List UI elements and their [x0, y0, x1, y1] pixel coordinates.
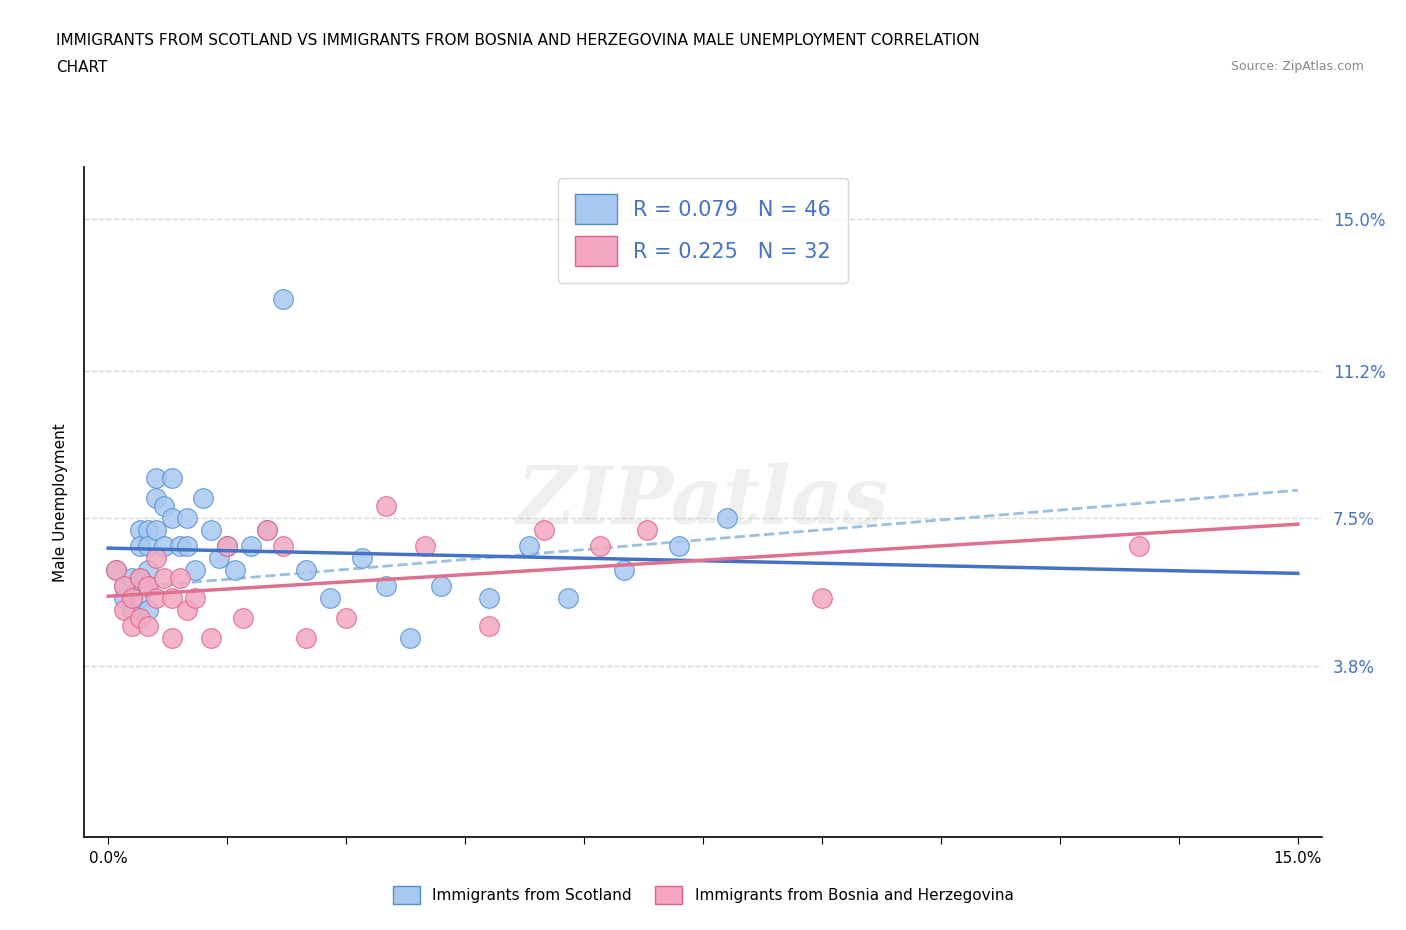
Y-axis label: Male Unemployment: Male Unemployment: [53, 423, 69, 581]
Point: [112, 578, 135, 593]
Point: [145, 591, 167, 605]
Point: [208, 551, 231, 565]
Point: [112, 591, 135, 605]
Point: [271, 538, 294, 553]
Legend: Immigrants from Scotland, Immigrants from Bosnia and Herzegovina: Immigrants from Scotland, Immigrants fro…: [387, 880, 1019, 910]
Point: [335, 610, 357, 625]
Text: IMMIGRANTS FROM SCOTLAND VS IMMIGRANTS FROM BOSNIA AND HERZEGOVINA MALE UNEMPLOY: IMMIGRANTS FROM SCOTLAND VS IMMIGRANTS F…: [56, 33, 980, 47]
Point: [232, 610, 254, 625]
Point: [184, 591, 207, 605]
Point: [1128, 538, 1150, 553]
Point: [176, 603, 198, 618]
Point: [176, 538, 198, 553]
Point: [136, 578, 159, 593]
Point: [160, 511, 183, 525]
Point: [160, 631, 183, 645]
Point: [128, 610, 150, 625]
Point: [160, 591, 183, 605]
Point: [239, 538, 262, 553]
Point: [136, 563, 159, 578]
Point: [374, 578, 396, 593]
Point: [193, 491, 215, 506]
Point: [811, 591, 834, 605]
Point: [256, 523, 278, 538]
Point: [176, 511, 198, 525]
Point: [121, 570, 143, 585]
Point: [271, 291, 294, 306]
Point: [637, 523, 659, 538]
Point: [478, 591, 501, 605]
Point: [716, 511, 738, 525]
Point: [136, 538, 159, 553]
Point: [184, 563, 207, 578]
Point: [152, 538, 174, 553]
Point: [533, 523, 555, 538]
Point: [517, 538, 540, 553]
Point: [145, 551, 167, 565]
Point: [136, 603, 159, 618]
Point: [128, 570, 150, 585]
Point: [105, 563, 128, 578]
Point: [295, 563, 318, 578]
Point: [217, 538, 239, 553]
Point: [121, 603, 143, 618]
Point: [152, 570, 174, 585]
Point: [415, 538, 437, 553]
Point: [128, 523, 150, 538]
Point: [256, 523, 278, 538]
Point: [169, 570, 191, 585]
Text: Source: ZipAtlas.com: Source: ZipAtlas.com: [1230, 60, 1364, 73]
Point: [145, 491, 167, 506]
Point: [128, 591, 150, 605]
Point: [224, 563, 246, 578]
Point: [121, 591, 143, 605]
Point: [295, 631, 318, 645]
Point: [589, 538, 612, 553]
Point: [430, 578, 453, 593]
Point: [128, 570, 150, 585]
Point: [121, 591, 143, 605]
Point: [160, 471, 183, 485]
Point: [350, 551, 373, 565]
Point: [200, 523, 222, 538]
Point: [478, 618, 501, 633]
Point: [112, 603, 135, 618]
Text: CHART: CHART: [56, 60, 108, 75]
Point: [145, 471, 167, 485]
Point: [217, 538, 239, 553]
Point: [613, 563, 636, 578]
Point: [121, 618, 143, 633]
Point: [668, 538, 690, 553]
Point: [152, 498, 174, 513]
Point: [169, 538, 191, 553]
Point: [145, 523, 167, 538]
Point: [557, 591, 579, 605]
Point: [136, 523, 159, 538]
Point: [374, 498, 396, 513]
Point: [128, 538, 150, 553]
Point: [105, 563, 128, 578]
Point: [200, 631, 222, 645]
Point: [319, 591, 342, 605]
Point: [398, 631, 420, 645]
Point: [112, 578, 135, 593]
Point: [136, 578, 159, 593]
Point: [136, 618, 159, 633]
Text: ZIPatlas: ZIPatlas: [517, 463, 889, 541]
